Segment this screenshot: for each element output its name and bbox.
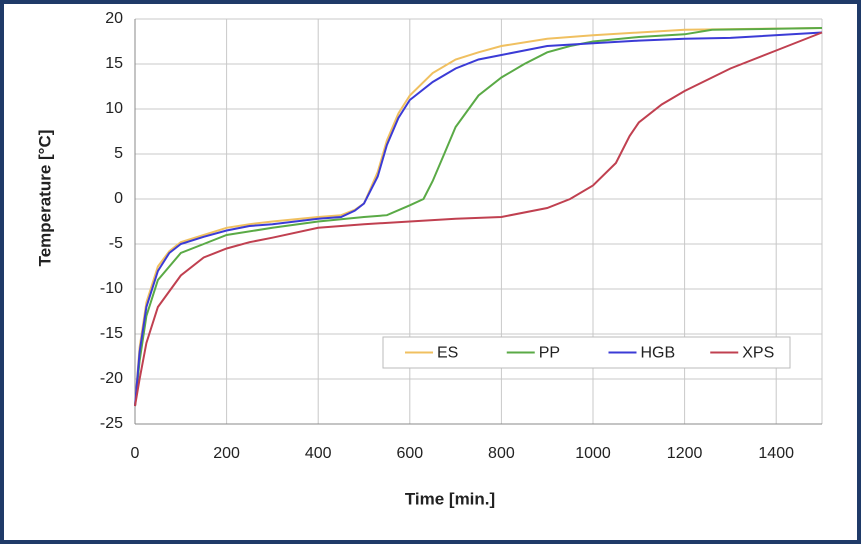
legend-label: XPS	[742, 345, 774, 362]
legend-label: PP	[539, 345, 560, 362]
x-tick-label: 400	[305, 445, 332, 462]
x-tick-label: 600	[396, 445, 423, 462]
y-tick-label: 0	[114, 190, 123, 207]
x-tick-label: 1000	[575, 445, 611, 462]
legend-label: ES	[437, 345, 458, 362]
y-tick-label: -25	[100, 415, 123, 432]
series-line	[134, 27, 823, 407]
x-tick-label: 200	[213, 445, 240, 462]
y-tick-label: 20	[105, 10, 123, 27]
y-tick-label: -20	[100, 370, 123, 387]
series-line	[134, 31, 823, 407]
legend-label: HGB	[641, 345, 676, 362]
y-tick-label: 10	[105, 100, 123, 117]
x-tick-label: 800	[488, 445, 515, 462]
y-tick-label: 15	[105, 55, 123, 72]
series-line	[134, 31, 823, 407]
y-tick-label: 5	[114, 145, 123, 162]
y-tick-label: -5	[109, 235, 123, 252]
y-tick-label: -15	[100, 325, 123, 342]
y-axis-title: Temperature [°C]	[35, 130, 54, 267]
x-axis-title: Time [min.]	[405, 489, 495, 508]
x-tick-label: 1400	[758, 445, 794, 462]
x-tick-label: 1200	[667, 445, 703, 462]
x-tick-label: 0	[131, 445, 140, 462]
y-tick-label: -10	[100, 280, 123, 297]
